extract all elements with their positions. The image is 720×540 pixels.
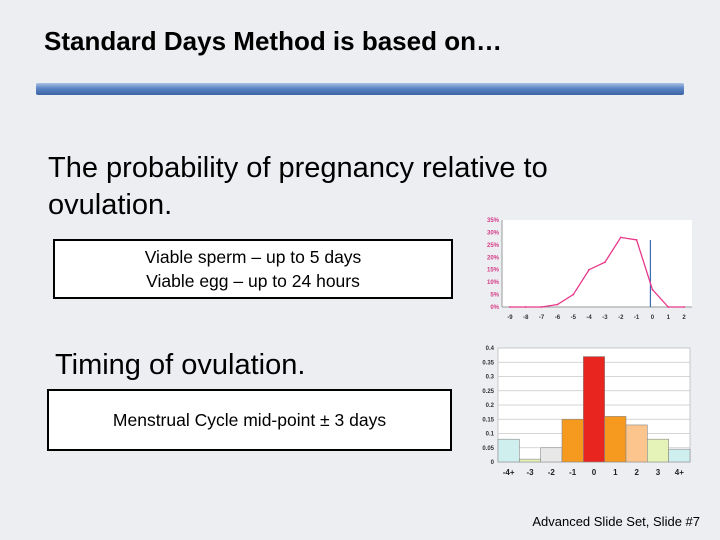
data-point <box>540 306 543 308</box>
data-point <box>683 306 685 308</box>
bar <box>625 424 648 463</box>
y-tick-label: 0.2 <box>486 403 495 409</box>
data-point <box>604 261 606 264</box>
bar <box>668 448 691 463</box>
x-tick-label: -4+ <box>503 468 515 477</box>
x-tick-label: 4+ <box>675 468 684 477</box>
x-tick-label: -1 <box>569 468 577 477</box>
x-tick-label: -8 <box>523 315 529 321</box>
probability-series-line <box>509 236 685 308</box>
midpoint-box: Menstrual Cycle mid-point ± 3 days <box>47 389 452 451</box>
bar <box>583 356 605 463</box>
data-point <box>524 306 527 308</box>
y-tick-label: 35% <box>487 218 500 224</box>
footer-text: Advanced Slide Set, Slide #7 <box>532 514 700 529</box>
x-tick-label: -2 <box>618 315 624 321</box>
x-tick-label: 0 <box>651 315 655 321</box>
x-tick-label: -5 <box>571 315 577 321</box>
bar <box>647 438 669 463</box>
y-tick-label: 0.4 <box>486 346 495 352</box>
x-tick-label: 3 <box>656 468 661 477</box>
y-tick-label: 0.3 <box>486 375 495 381</box>
y-tick-label: 0.1 <box>486 432 495 438</box>
x-tick-label: -7 <box>539 315 545 321</box>
x-tick-label: -1 <box>634 315 640 321</box>
y-tick-label: 15% <box>487 268 500 274</box>
x-tick-label: 2 <box>682 315 686 321</box>
x-tick-label: 0 <box>592 468 597 477</box>
heading-probability: The probability of pregnancy relative to… <box>48 152 548 221</box>
x-tick-label: -2 <box>548 468 556 477</box>
data-point <box>588 268 590 271</box>
y-tick-label: 0.05 <box>482 446 494 452</box>
y-tick-label: 0.25 <box>482 389 494 395</box>
y-tick-label: 5% <box>490 293 499 299</box>
y-tick-label: 30% <box>487 230 500 236</box>
bar <box>497 438 520 463</box>
y-tick-label: 0.35 <box>482 360 494 366</box>
bar <box>519 458 541 463</box>
x-tick-label: -4 <box>586 315 592 321</box>
bar <box>540 447 563 463</box>
heading-timing: Timing of ovulation. <box>55 349 306 381</box>
y-tick-label: 20% <box>487 255 500 261</box>
y-tick-label: 0.15 <box>482 417 494 423</box>
bar <box>604 416 627 463</box>
x-tick-label: 2 <box>634 468 639 477</box>
y-tick-label: 0 <box>491 460 495 466</box>
midpoint-text: Menstrual Cycle mid-point ± 3 days <box>112 409 387 430</box>
y-tick-label: 0% <box>490 305 499 311</box>
data-point <box>635 238 638 241</box>
x-tick-label: -6 <box>555 315 561 321</box>
x-tick-label: 1 <box>667 315 671 321</box>
slide-title: Standard Days Method is based on… <box>44 26 502 56</box>
y-tick-label: 25% <box>487 243 500 249</box>
x-tick-label: -3 <box>602 315 608 321</box>
viability-box: Viable sperm – up to 5 days Viable egg –… <box>53 239 453 299</box>
data-point <box>572 293 575 296</box>
plot-area <box>502 220 692 307</box>
pregnancy-probability-chart: 0% 5% 10% 15% 20% 25% 30% 35% -9 -8 -7 -6 -5 -4 -3 -2 -1… <box>487 218 692 321</box>
bar <box>561 418 584 463</box>
data-point <box>556 303 559 306</box>
data-point <box>619 236 622 239</box>
x-tick-label: -9 <box>507 315 513 321</box>
data-point <box>509 306 511 308</box>
data-point <box>651 288 654 291</box>
data-point <box>667 306 670 308</box>
title-bar <box>36 83 684 95</box>
ovulation-timing-chart: 0 0.05 0.1 0.15 0.2 0.25 0.3 0.35 0.4 -4+ -3 -2 -1 0 1… <box>482 346 691 477</box>
x-tick-label: 1 <box>613 468 618 477</box>
viable-sperm-text: Viable sperm – up to 5 days <box>144 247 362 267</box>
viable-egg-text: Viable egg – up to 24 hours <box>146 271 360 291</box>
y-tick-label: 10% <box>487 280 500 286</box>
x-tick-label: -3 <box>526 468 534 477</box>
